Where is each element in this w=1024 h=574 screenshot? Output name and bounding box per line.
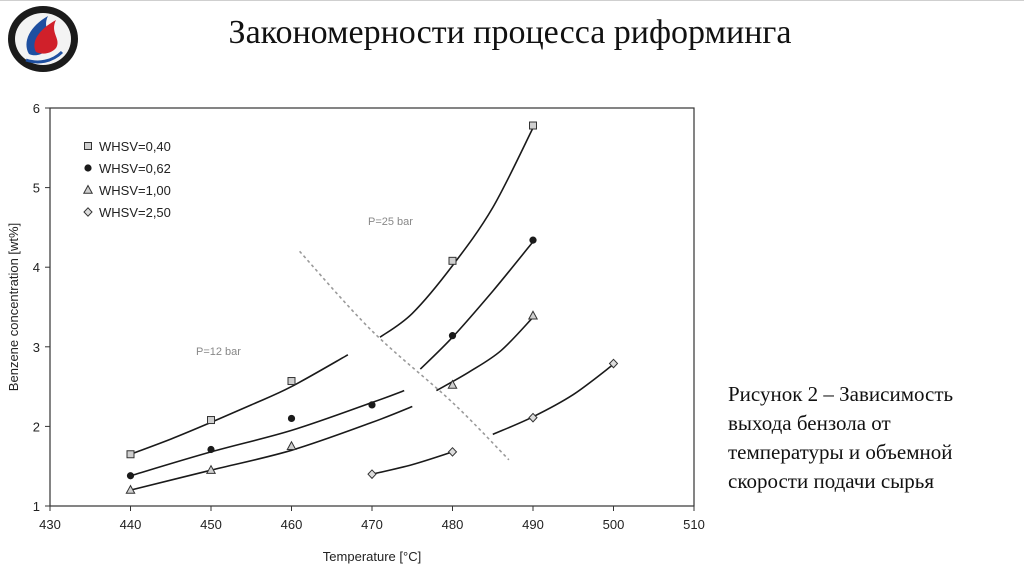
series-fit-curve: [379, 127, 534, 338]
data-point: [207, 445, 215, 454]
legend-marker: [84, 164, 92, 172]
data-point: [126, 450, 135, 459]
data-point: [527, 310, 539, 320]
data-point: [529, 236, 537, 244]
data-point: [287, 414, 296, 423]
x-tick-label: 470: [361, 517, 383, 532]
data-point: [125, 484, 136, 494]
data-point: [608, 358, 619, 369]
y-tick-label: 5: [33, 181, 40, 196]
series-fit-curve: [130, 354, 349, 456]
series-fit-curve: [492, 363, 614, 436]
y-tick-label: 1: [33, 499, 40, 514]
x-tick-label: 460: [281, 517, 303, 532]
logo-emblem-icon: [8, 6, 78, 72]
data-point: [528, 412, 538, 423]
data-point: [447, 446, 458, 457]
series-fit-curve: [419, 241, 534, 370]
caption-line: Рисунок 2 – Зависимость: [728, 382, 954, 406]
benzene-chart: 430 440 450 460 470 480 490 500 510 1 2 3 4 5 6 WHSV=0…: [6, 101, 705, 564]
series-fit-curve: [130, 389, 405, 477]
axis-ticks: 430 440 450 460 470 480 490 500 510 1 2 3 4 5 6: [33, 101, 705, 532]
data-point: [368, 401, 376, 409]
series-fit-curve: [436, 316, 534, 392]
y-tick-label: 3: [33, 340, 40, 355]
figure-caption: Рисунок 2 – Зависимость выхода бензола о…: [728, 380, 1018, 496]
y-axis-label: Benzene concentration [wt%]: [6, 223, 21, 391]
caption-line: выхода бензола от: [728, 411, 891, 435]
pressure-boundary-line: [299, 250, 510, 461]
legend-marker: [83, 207, 93, 217]
data-markers: [125, 121, 619, 494]
series-fit-curve: [130, 405, 413, 491]
annotation-p25: P=25 bar: [368, 216, 413, 228]
slide-title: Закономерности процесса риформинга: [228, 14, 792, 51]
data-point: [448, 256, 457, 265]
data-point: [286, 440, 297, 450]
x-tick-label: 490: [522, 517, 544, 532]
pressure-boundary-path: [299, 250, 510, 461]
caption-line: температуры и объемной: [728, 440, 953, 464]
data-point: [205, 464, 217, 474]
y-tick-label: 6: [33, 101, 40, 116]
legend-marker: [84, 142, 92, 150]
fit-curves: [130, 127, 614, 491]
data-point: [207, 416, 215, 425]
y-tick-label: 2: [33, 419, 40, 434]
x-axis-label: Temperature [°C]: [323, 549, 421, 564]
legend-label: WHSV=0,62: [99, 161, 171, 176]
data-point: [448, 332, 457, 340]
x-tick-label: 480: [442, 517, 464, 532]
x-tick-label: 440: [120, 517, 142, 532]
legend-label: WHSV=1,00: [99, 183, 171, 198]
data-point: [287, 377, 296, 386]
legend-label: WHSV=0,40: [99, 139, 171, 154]
data-point: [367, 469, 377, 480]
data-point: [126, 472, 135, 480]
annotation-p12: P=12 bar: [196, 346, 241, 358]
data-point: [529, 121, 537, 130]
top-border-line: [0, 0, 1024, 1]
legend: WHSV=0,40 WHSV=0,62 WHSV=1,00 WHSV=2,50: [82, 139, 171, 220]
legend-marker: [82, 184, 94, 194]
y-tick-label: 4: [33, 260, 40, 275]
series-fit-curve: [371, 451, 453, 475]
x-tick-label: 510: [683, 517, 705, 532]
x-tick-label: 500: [603, 517, 625, 532]
caption-line: скорости подачи сырья: [728, 469, 934, 493]
x-tick-label: 430: [39, 517, 61, 532]
x-tick-label: 450: [200, 517, 222, 532]
legend-label: WHSV=2,50: [99, 205, 171, 220]
data-point: [447, 379, 458, 389]
